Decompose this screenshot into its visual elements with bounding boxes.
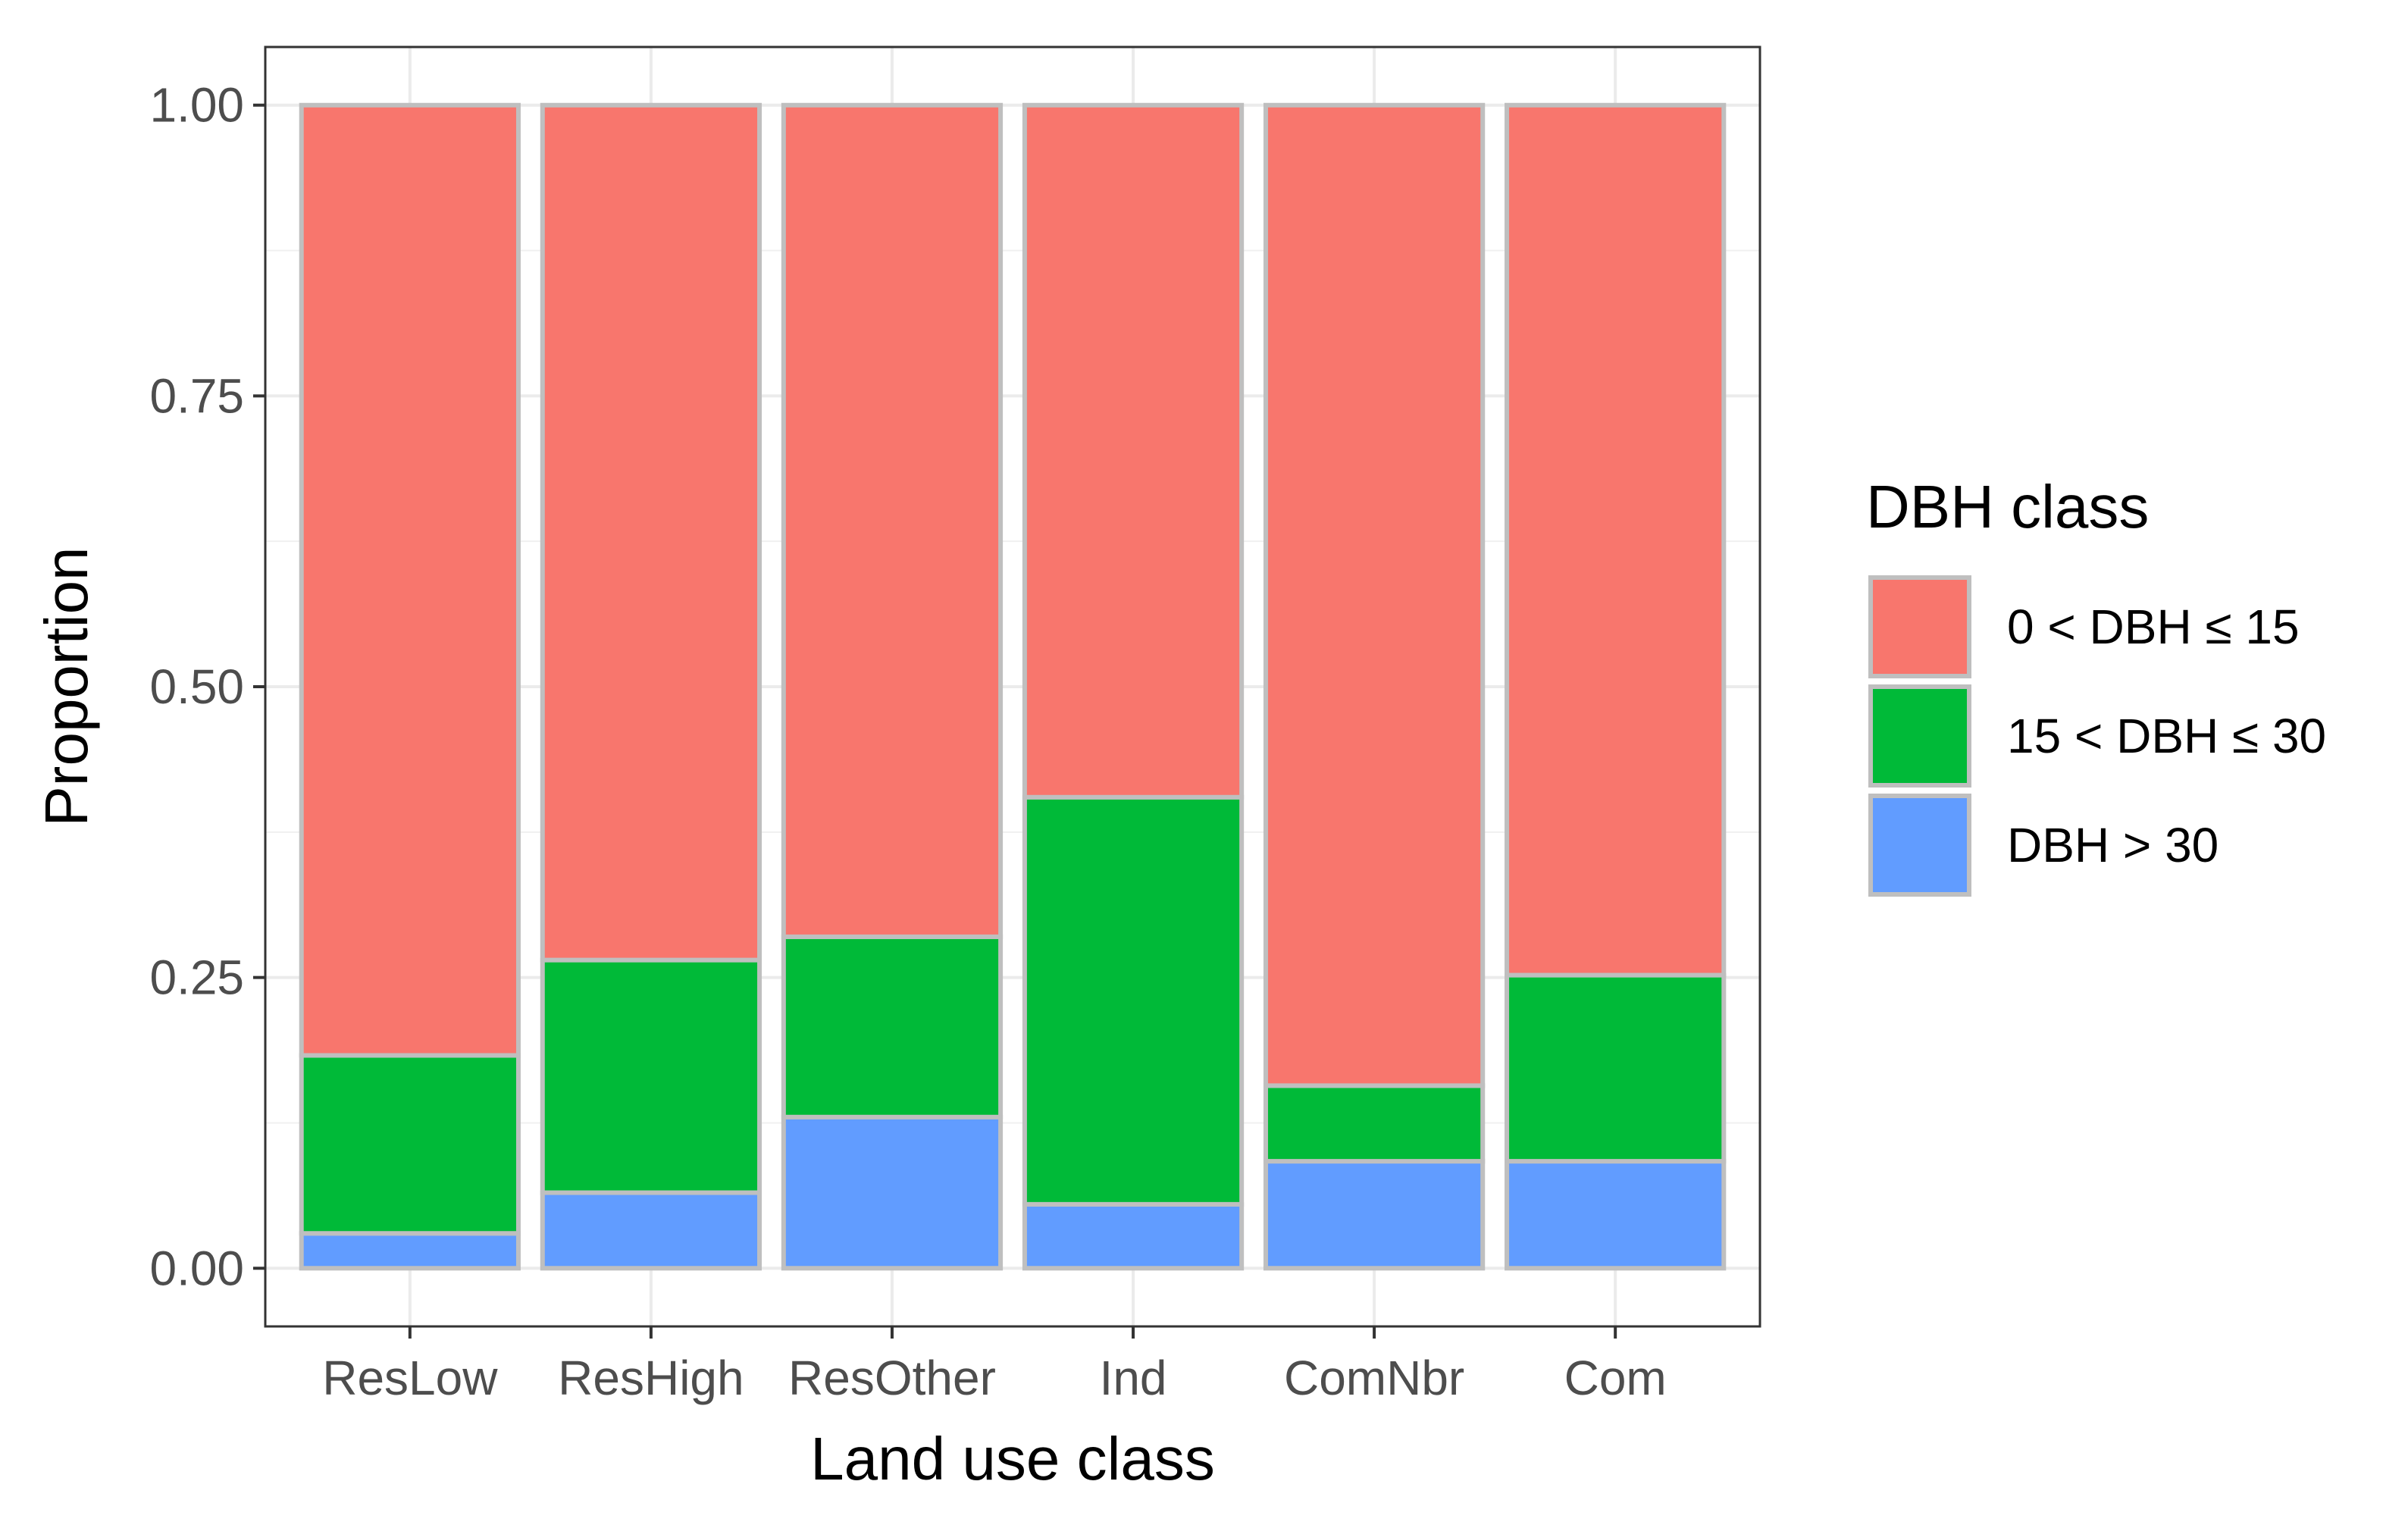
legend-label: DBH > 30 [2007, 818, 2219, 872]
bar-segment [1263, 1083, 1486, 1164]
x-tick-label: ComNbr [1284, 1351, 1464, 1405]
bar-segment [1505, 1159, 1727, 1271]
bar-segment [299, 102, 521, 1058]
bar-segment [781, 934, 1004, 1119]
x-tick-label: ResLow [322, 1351, 498, 1405]
legend-key [1868, 575, 1971, 678]
y-tick-label: 0.75 [149, 368, 244, 423]
y-tick-label: 0.25 [149, 950, 244, 1005]
x-axis-title: Land use class [810, 1425, 1215, 1492]
legend-label: 15 < DBH ≤ 30 [2007, 709, 2326, 763]
y-tick-label: 1.00 [149, 78, 244, 133]
y-tick-label: 0.50 [149, 659, 244, 714]
bar-segment [299, 1053, 521, 1236]
legend-title: DBH class [1866, 473, 2149, 540]
bar-segment [540, 957, 762, 1195]
x-tick-label: Ind [1100, 1351, 1167, 1405]
bar-segment [299, 1231, 521, 1271]
bars [299, 102, 1727, 1271]
legend-label: 0 < DBH ≤ 15 [2007, 600, 2300, 654]
bar-segment [1505, 102, 1727, 978]
x-tick-label: Com [1564, 1351, 1667, 1405]
bar-segment [1263, 102, 1486, 1088]
x-tick-label: ResHigh [558, 1351, 744, 1405]
legend-key [1868, 794, 1971, 897]
bar-segment [1505, 972, 1727, 1164]
y-axis-title: Proportion [33, 546, 100, 826]
bar-segment [1263, 1159, 1486, 1271]
x-tick-label: ResOther [788, 1351, 996, 1405]
bar-segment [781, 102, 1004, 939]
bar-segment [781, 1114, 1004, 1271]
bar-segment [540, 102, 762, 963]
axes: 0.00 0.25 0.50 0.75 1.00 ResLow ResHigh ResOthe… [149, 78, 1666, 1405]
y-tick-label: 0.00 [149, 1241, 244, 1295]
bar-segment [1022, 794, 1245, 1207]
legend: DBH class 0 < DBH ≤ 15 15 < DBH ≤ 30 DBH >… [1866, 473, 2326, 897]
bar-segment [540, 1190, 762, 1271]
legend-key [1868, 684, 1971, 788]
bar-segment [1022, 102, 1245, 800]
bar-segment [1022, 1201, 1245, 1271]
